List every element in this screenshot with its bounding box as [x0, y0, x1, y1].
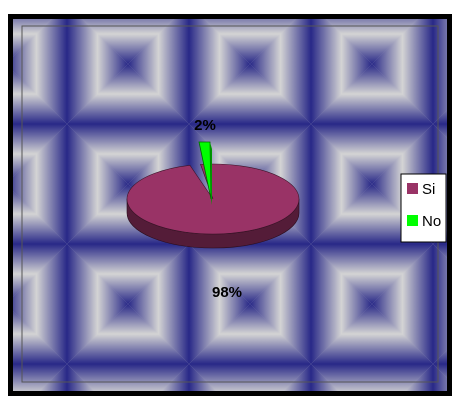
- legend-swatch: [407, 183, 418, 194]
- legend-label: Si: [422, 181, 435, 198]
- pie-chart: [126, 141, 300, 249]
- data-label: 98%: [212, 284, 242, 301]
- legend-label: No: [422, 213, 441, 230]
- legend-swatch: [407, 215, 418, 226]
- chart-canvas: 2% 98% Si No: [13, 19, 447, 391]
- data-label: 2%: [194, 117, 216, 134]
- chart-frame: 2% 98% Si No: [8, 14, 452, 396]
- pie-slice-side: [210, 142, 212, 205]
- data-labels: 2% 98%: [194, 117, 242, 301]
- legend: Si No: [400, 173, 447, 243]
- pie-slice: [126, 163, 300, 235]
